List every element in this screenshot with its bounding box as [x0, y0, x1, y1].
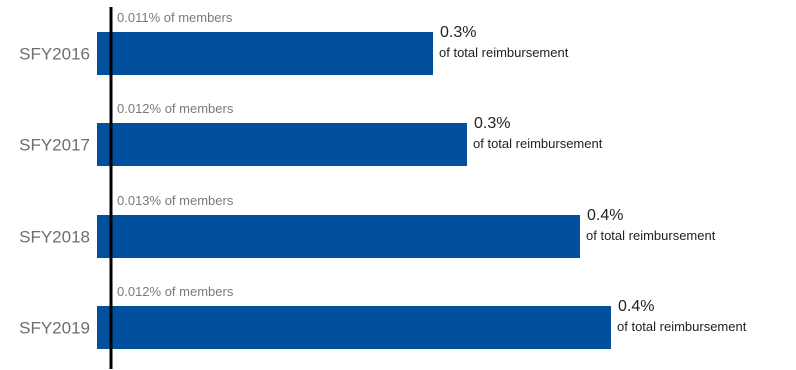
value-sublabel: of total reimbursement — [586, 228, 716, 243]
category-label: SFY2019 — [19, 319, 90, 338]
value-sublabel: of total reimbursement — [617, 319, 747, 334]
value-sublabel: of total reimbursement — [439, 45, 569, 60]
value-label: 0.4% — [587, 207, 623, 224]
bar-sfy2016 — [97, 32, 433, 75]
bar-sfy2019 — [97, 306, 611, 349]
member-share-label: 0.013% of members — [117, 193, 234, 208]
value-label: 0.3% — [474, 115, 510, 132]
category-label: SFY2017 — [19, 136, 90, 155]
value-label: 0.4% — [618, 298, 654, 315]
bar-sfy2018 — [97, 215, 580, 258]
value-label: 0.3% — [440, 24, 476, 41]
category-label: SFY2016 — [19, 45, 90, 64]
value-sublabel: of total reimbursement — [473, 136, 603, 151]
member-share-label: 0.011% of members — [117, 10, 233, 25]
category-label: SFY2018 — [19, 228, 90, 247]
member-share-label: 0.012% of members — [117, 284, 234, 299]
bar-sfy2017 — [97, 123, 467, 166]
member-share-label: 0.012% of members — [117, 101, 234, 116]
